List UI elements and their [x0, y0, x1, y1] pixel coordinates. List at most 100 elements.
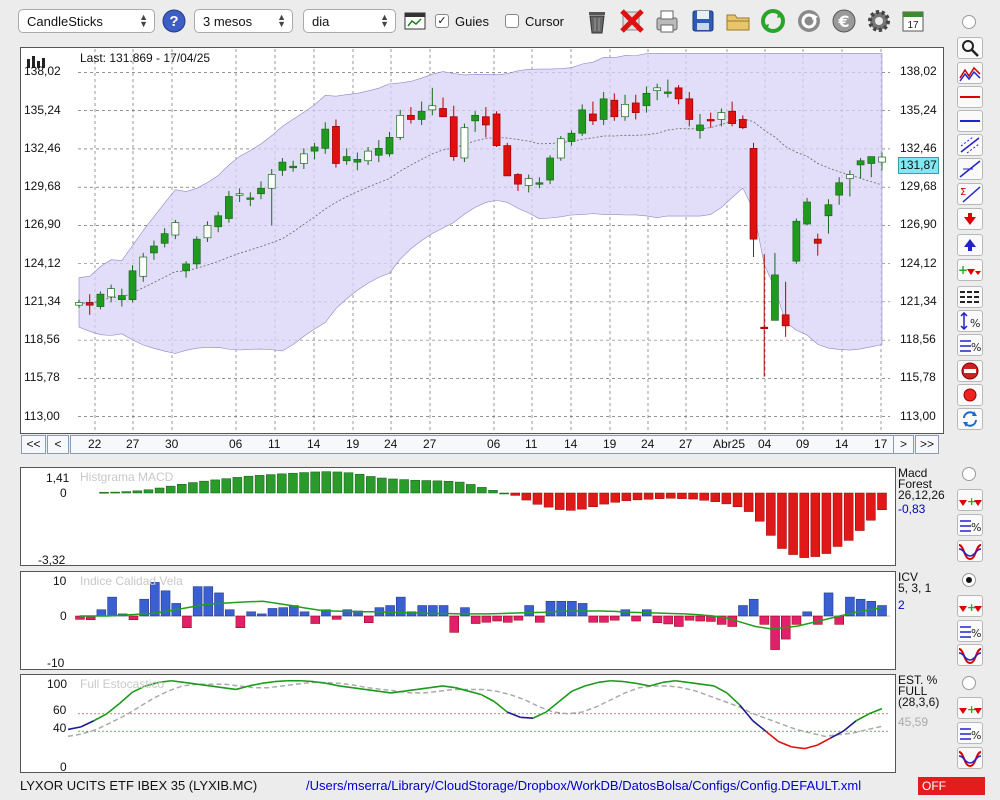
- candle: [846, 174, 854, 179]
- chart-window-button[interactable]: [402, 7, 428, 35]
- signals-icon: +: [959, 703, 982, 715]
- block-button[interactable]: [957, 360, 983, 382]
- update-data-button[interactable]: [796, 7, 822, 35]
- macd-bar: [466, 484, 476, 494]
- icv-curve-button[interactable]: [957, 644, 983, 666]
- macd-panel-radio[interactable]: [962, 467, 976, 481]
- y-tick-label: 113,00: [900, 408, 936, 423]
- indicators-button[interactable]: [957, 62, 983, 84]
- macd-bar: [343, 472, 354, 494]
- y-tick-label: 129,68: [900, 179, 937, 194]
- candle: [192, 238, 201, 265]
- calendar-button[interactable]: 17: [900, 7, 926, 35]
- horizontal-line-blue-button[interactable]: [957, 110, 983, 132]
- add-signals-button[interactable]: +: [957, 259, 983, 281]
- stoch-y-40: 40: [53, 721, 67, 735]
- delete-button[interactable]: [584, 7, 610, 35]
- icv-panel-radio[interactable]: [962, 573, 976, 587]
- stoch-k-segment: [558, 690, 573, 703]
- stoch-signals-button[interactable]: +: [957, 697, 983, 719]
- stoch-levels-button[interactable]: %: [957, 722, 983, 744]
- arrow-up-blue-icon: [964, 239, 976, 251]
- print-button[interactable]: [654, 7, 680, 35]
- icv-signals-button[interactable]: +: [957, 595, 983, 617]
- mode-badge[interactable]: OFF: [918, 777, 985, 795]
- macd-bar: [121, 491, 131, 494]
- icv-bar: [470, 615, 481, 624]
- fibonacci-icon: Σ: [960, 186, 981, 203]
- scroll-next-button[interactable]: >: [893, 435, 914, 454]
- icv-bar: [631, 615, 641, 622]
- stoch-y-100: 100: [47, 677, 68, 691]
- candle: [589, 113, 597, 122]
- macd-bar: [221, 478, 232, 494]
- icv-bar: [567, 601, 577, 617]
- x-tick-label: 04: [758, 437, 772, 451]
- help-button[interactable]: ?: [161, 7, 187, 35]
- refresh-button[interactable]: [760, 7, 786, 35]
- record-button[interactable]: [957, 384, 983, 406]
- icv-bar: [695, 615, 705, 622]
- macd-curve-button[interactable]: [957, 540, 983, 562]
- scroll-first-button[interactable]: <<: [21, 435, 46, 454]
- percent-lines-button[interactable]: %: [957, 334, 983, 356]
- sell-signal-button[interactable]: [957, 208, 983, 230]
- macd-bar: [577, 492, 587, 510]
- main-panel-radio[interactable]: [962, 15, 976, 29]
- horizontal-line-button[interactable]: [957, 86, 983, 108]
- interval-select[interactable]: dia ▲ ▼: [303, 9, 396, 33]
- buy-signal-button[interactable]: [957, 234, 983, 256]
- macd-y-top: 1,41: [46, 471, 70, 485]
- stochastic-panel[interactable]: [20, 674, 896, 773]
- currency-button[interactable]: €: [831, 7, 857, 35]
- stochastic-panel-radio[interactable]: [962, 676, 976, 690]
- icv-bar: [855, 598, 866, 617]
- sync-arrows-icon: [963, 411, 977, 427]
- macd-bar: [788, 492, 798, 555]
- macd-bar: [543, 492, 554, 508]
- guides-checkbox[interactable]: ✓: [435, 14, 449, 28]
- config-path[interactable]: /Users/mserra/Library/CloudStorage/Dropb…: [306, 778, 862, 793]
- calendar-day: 17: [907, 20, 919, 31]
- fibonacci-button[interactable]: Σ: [957, 183, 983, 205]
- stoch-k-segment: [481, 693, 495, 703]
- magnifier-icon: [962, 40, 979, 57]
- trendline-button[interactable]: [957, 158, 983, 180]
- help-icon: ?: [162, 9, 186, 33]
- macd-bar: [588, 492, 598, 507]
- grid-lines-button[interactable]: [957, 286, 983, 308]
- icv-levels-button[interactable]: %: [957, 620, 983, 642]
- period-select[interactable]: 3 mesos ▲ ▼: [194, 9, 293, 33]
- y-tick-label: 121,34: [24, 293, 61, 308]
- scroll-prev-button[interactable]: <: [47, 435, 69, 454]
- remove-button[interactable]: [619, 7, 645, 35]
- save-button[interactable]: [690, 7, 716, 35]
- macd-bar: [643, 492, 654, 500]
- volume-chart-icon[interactable]: [26, 54, 48, 71]
- open-button[interactable]: [725, 7, 751, 35]
- svg-text:%: %: [971, 627, 981, 640]
- scroll-last-button[interactable]: >>: [915, 435, 939, 454]
- icv-bar: [577, 603, 588, 617]
- stoch-k-segment: [67, 726, 82, 731]
- sync-scroll-button[interactable]: [957, 408, 983, 430]
- chevron-updown-icon: ▲ ▼: [277, 12, 286, 29]
- x-tick-label: 27: [423, 437, 437, 451]
- percent-scale-button[interactable]: %: [957, 310, 983, 332]
- folder-icon: [726, 14, 750, 31]
- channel-button[interactable]: [957, 134, 983, 156]
- stoch-k-segment: [390, 690, 405, 694]
- stoch-k-segment: [468, 690, 482, 696]
- macd-signals-button[interactable]: +: [957, 489, 983, 511]
- floppy-icon: [692, 10, 714, 32]
- stoch-k-segment: [145, 681, 159, 687]
- chart-type-select[interactable]: CandleSticks ▲ ▼: [18, 9, 155, 33]
- macd-levels-button[interactable]: %: [957, 514, 983, 536]
- zoom-button[interactable]: [957, 37, 983, 59]
- cursor-checkbox[interactable]: [505, 14, 519, 28]
- macd-bar: [443, 481, 454, 494]
- stoch-d-line: [67, 681, 883, 738]
- stoch-k-segment: [158, 679, 172, 684]
- settings-button[interactable]: [866, 7, 892, 35]
- stoch-curve-button[interactable]: [957, 747, 983, 769]
